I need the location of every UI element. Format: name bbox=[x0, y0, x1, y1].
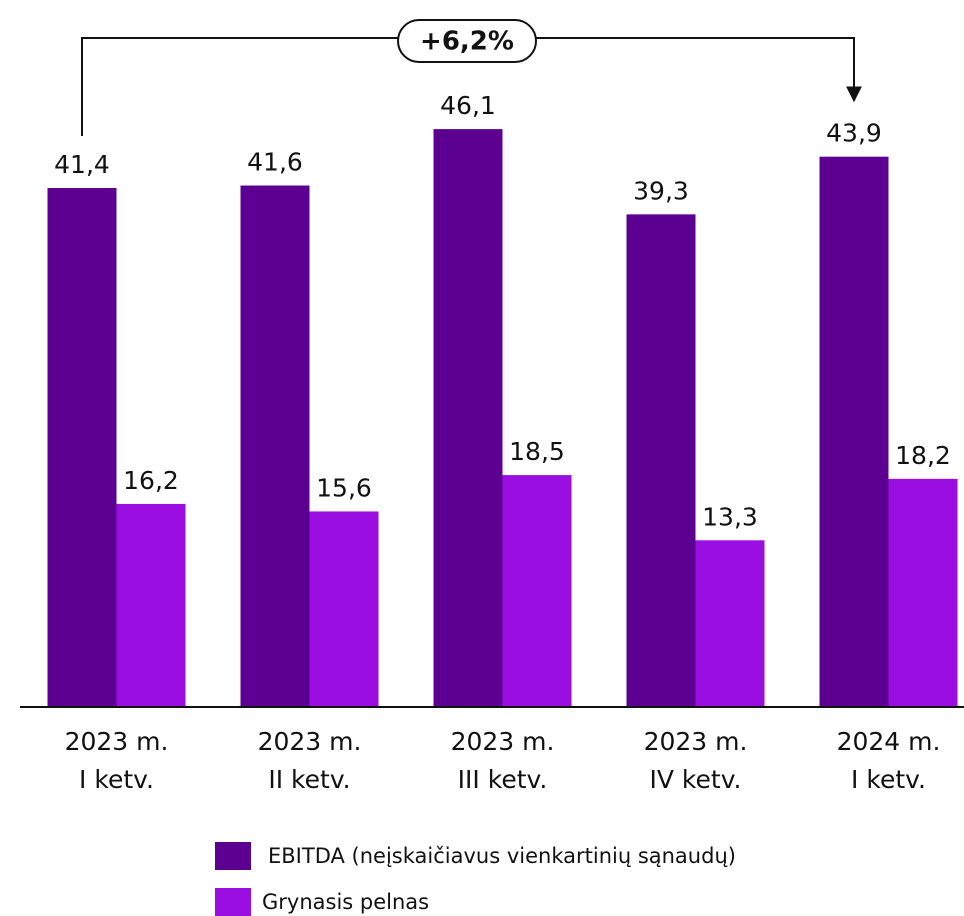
value-label: 18,5 bbox=[509, 437, 565, 466]
value-label: 18,2 bbox=[895, 441, 951, 470]
value-label: 41,6 bbox=[247, 148, 303, 177]
x-tick-label: IV ketv. bbox=[650, 765, 742, 794]
x-tick-label: 2023 m. bbox=[65, 727, 169, 756]
bar bbox=[433, 129, 503, 708]
value-label: 15,6 bbox=[316, 473, 372, 502]
x-tick-label: I ketv. bbox=[851, 765, 926, 794]
bar bbox=[695, 540, 765, 707]
annotation: +6,2% bbox=[420, 27, 514, 57]
legend-swatch bbox=[215, 888, 251, 916]
x-tick-label: 2023 m. bbox=[258, 727, 362, 756]
x-tick-label: II ketv. bbox=[268, 765, 350, 794]
bar bbox=[116, 503, 186, 707]
legend-label: EBITDA (neįskaičiavus vienkartinių sąnau… bbox=[268, 844, 736, 868]
bar bbox=[47, 188, 117, 707]
x-tick-label: 2024 m. bbox=[837, 727, 941, 756]
legend-swatch bbox=[215, 842, 251, 870]
x-tick-label: 2023 m. bbox=[451, 727, 555, 756]
value-label: 41,4 bbox=[54, 150, 110, 179]
bar bbox=[626, 214, 696, 707]
x-tick-label: 2023 m. bbox=[644, 727, 748, 756]
bar bbox=[819, 156, 889, 708]
value-label: 13,3 bbox=[702, 502, 758, 531]
x-tick-label: III ketv. bbox=[458, 765, 548, 794]
value-label: 43,9 bbox=[826, 119, 882, 148]
annotation-pill bbox=[397, 19, 537, 63]
legend-label: Grynasis pelnas bbox=[262, 890, 429, 914]
bar bbox=[309, 511, 379, 707]
bar bbox=[502, 475, 572, 707]
bar bbox=[240, 185, 310, 707]
x-tick-label: I ketv. bbox=[79, 765, 154, 794]
value-label: 46,1 bbox=[440, 91, 496, 120]
value-label: 16,2 bbox=[123, 466, 179, 495]
value-label: 39,3 bbox=[633, 176, 689, 205]
bar bbox=[888, 478, 958, 707]
